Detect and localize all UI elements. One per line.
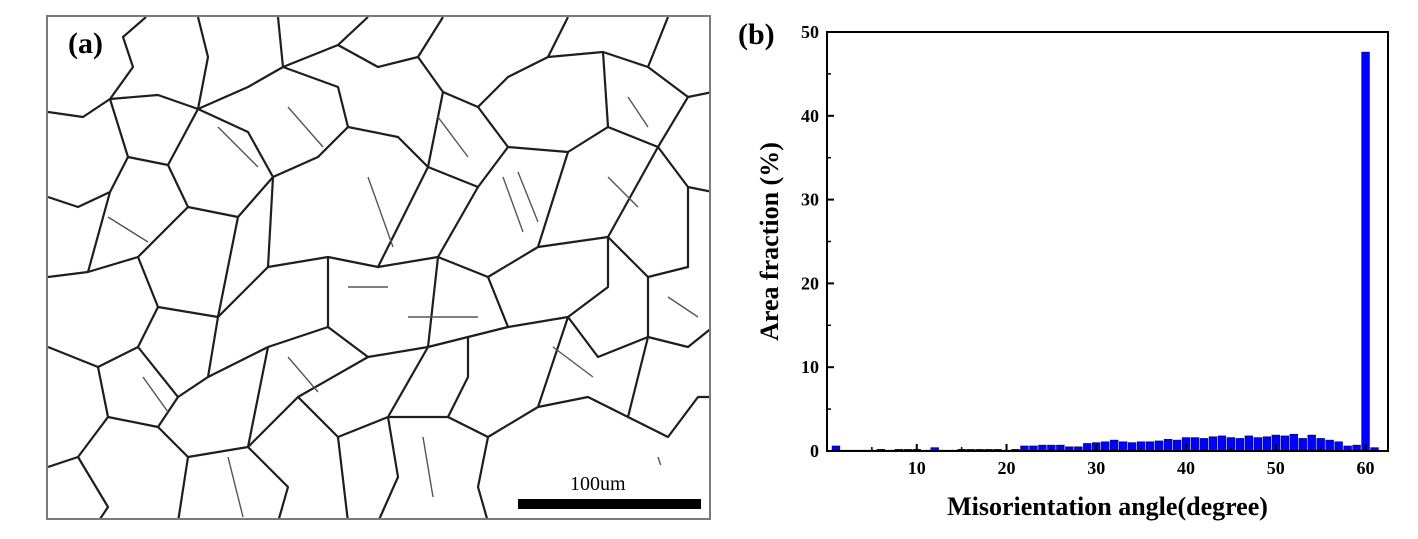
grain-boundary-map: (a) 100um bbox=[46, 15, 711, 520]
bar-series bbox=[831, 51, 1379, 452]
bar bbox=[1145, 441, 1155, 452]
bar bbox=[1217, 435, 1227, 452]
bar bbox=[1253, 437, 1263, 452]
bar bbox=[1083, 443, 1092, 452]
y-tick-label: 40 bbox=[801, 106, 819, 126]
bar bbox=[1172, 439, 1182, 452]
y-tick-label: 0 bbox=[810, 441, 819, 461]
bar bbox=[1119, 441, 1128, 452]
axis-ticks: 10 20 30 40 50 60 0 10 20 30 40 50 bbox=[801, 22, 1375, 478]
bar bbox=[1298, 438, 1307, 452]
panel-a-label: (a) bbox=[68, 27, 103, 60]
y-tick-label: 20 bbox=[801, 273, 819, 293]
bar bbox=[1208, 436, 1218, 452]
bar bbox=[1307, 434, 1316, 452]
x-tick-label: 10 bbox=[908, 458, 926, 478]
plot-frame bbox=[826, 31, 1389, 452]
panel-b-label: (b) bbox=[738, 18, 775, 51]
bar bbox=[1325, 439, 1334, 452]
bar bbox=[1235, 438, 1245, 452]
bar bbox=[1101, 441, 1110, 452]
scale-bar bbox=[518, 499, 701, 509]
bar bbox=[1262, 436, 1272, 452]
bar bbox=[1154, 440, 1164, 452]
x-tick-label: 30 bbox=[1087, 458, 1105, 478]
y-tick-label: 30 bbox=[801, 190, 819, 210]
bar bbox=[1280, 435, 1289, 452]
y-axis-title: Area fraction (%) bbox=[755, 142, 784, 341]
bar bbox=[1127, 442, 1137, 452]
x-tick-label: 40 bbox=[1177, 458, 1195, 478]
y-tick-label: 50 bbox=[801, 22, 819, 42]
bar bbox=[1244, 435, 1254, 452]
bar bbox=[1199, 438, 1209, 452]
x-tick-label: 20 bbox=[998, 458, 1016, 478]
bar bbox=[1289, 433, 1298, 452]
grain-boundary-drawing bbox=[48, 17, 709, 518]
x-tick-label: 60 bbox=[1357, 458, 1375, 478]
scale-bar-label: 100um bbox=[570, 473, 626, 495]
scale-bar-background bbox=[506, 465, 709, 518]
bar bbox=[1110, 439, 1119, 452]
x-axis-title: Misorientation angle(degree) bbox=[947, 492, 1268, 521]
y-tick-label: 10 bbox=[801, 357, 819, 377]
bar bbox=[1361, 51, 1370, 452]
bar bbox=[1334, 441, 1343, 452]
bar bbox=[1190, 437, 1200, 452]
x-tick-label: 50 bbox=[1267, 458, 1285, 478]
bar bbox=[1163, 438, 1173, 452]
